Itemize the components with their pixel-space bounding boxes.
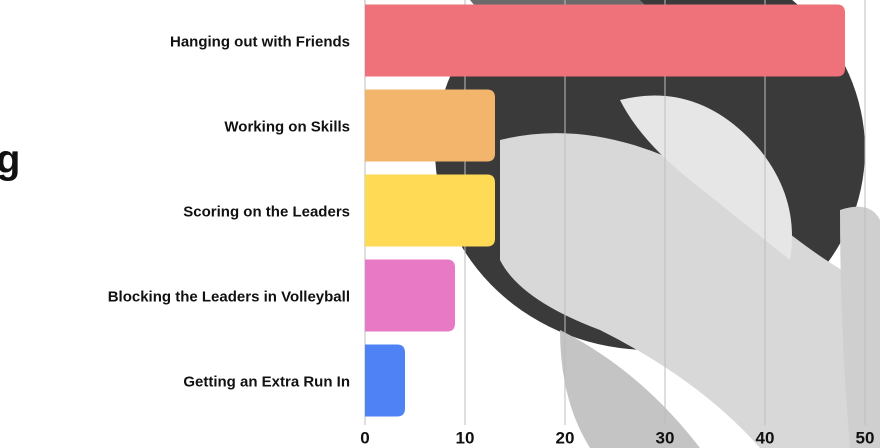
category-label: Blocking the Leaders in Volleyball	[108, 288, 350, 305]
background-photo	[435, 0, 880, 448]
x-tick-label: 20	[556, 428, 575, 447]
x-tick-label: 10	[456, 428, 475, 447]
category-label: Getting an Extra Run In	[183, 373, 350, 390]
x-tick-label: 0	[360, 428, 369, 447]
bar	[365, 4, 845, 77]
category-label: Working on Skills	[224, 118, 350, 135]
heading: g	[0, 138, 20, 182]
x-tick-label: 50	[856, 428, 875, 447]
bar	[365, 259, 455, 332]
bar	[365, 174, 495, 247]
x-tick-label: 30	[656, 428, 675, 447]
bar	[365, 89, 495, 162]
category-label: Hanging out with Friends	[170, 33, 350, 50]
category-label: Scoring on the Leaders	[183, 203, 350, 220]
bar	[365, 344, 405, 417]
x-tick-label: 40	[756, 428, 775, 447]
